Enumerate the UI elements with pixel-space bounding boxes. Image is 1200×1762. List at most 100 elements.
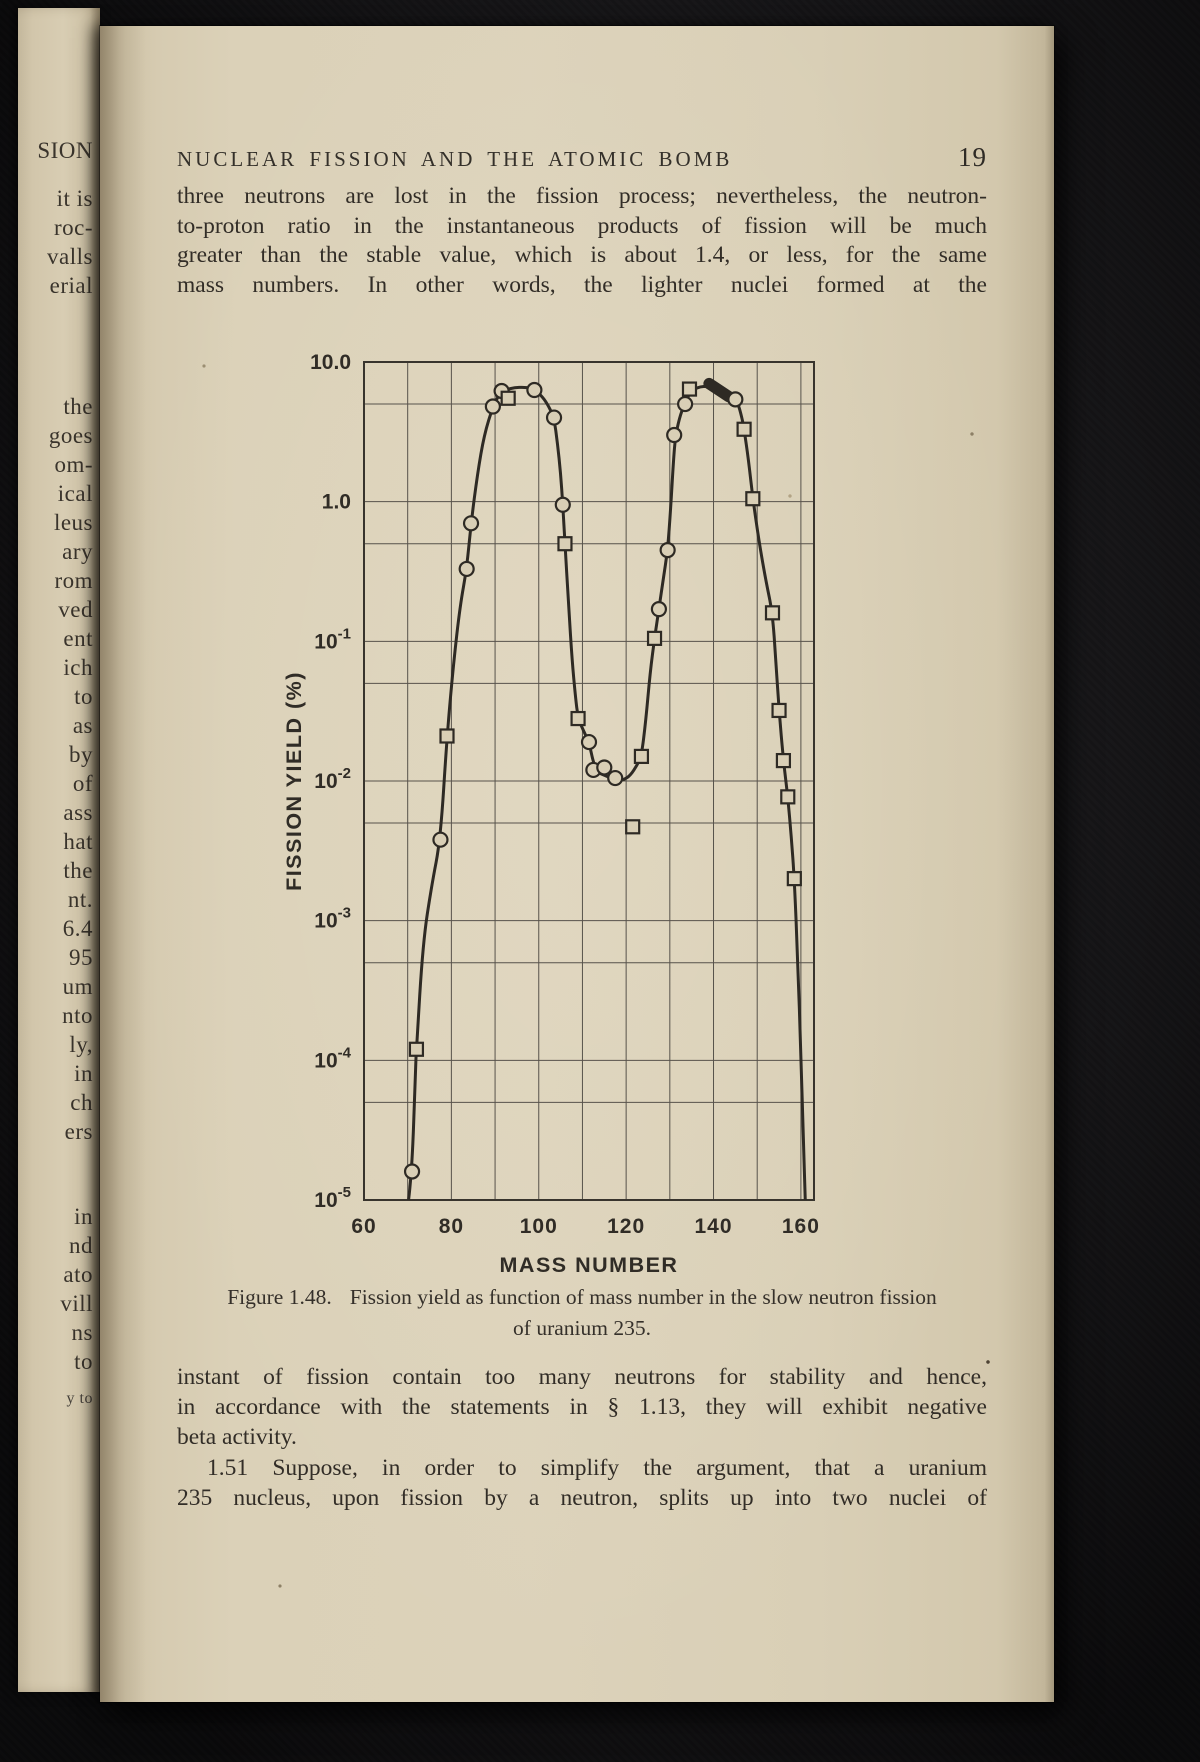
cutoff-text-fragment: hat <box>63 829 93 854</box>
x-tick-label: 120 <box>607 1215 645 1238</box>
axis-labels: 10.0 1.0 10-1 10-2 10-3 10-4 10-560 80 100 120 140… <box>282 351 820 1277</box>
y-tick-label: 10-5 <box>314 1184 351 1212</box>
text-line: greater than the stable value, which is … <box>177 242 987 268</box>
caption-text: Fission yield as function of mass number… <box>349 1285 937 1309</box>
cutoff-text-fragment: ass <box>63 800 93 825</box>
data-point-square <box>736 421 752 437</box>
x-axis-title: MASS NUMBER <box>500 1253 679 1277</box>
figure-label: Figure 1.48. <box>227 1285 332 1309</box>
cutoff-text-fragment: valls <box>47 244 93 269</box>
text-line: mass numbers. In other words, the lighte… <box>177 271 987 298</box>
y-tick-label: 10.0 <box>310 351 351 374</box>
data-point-square <box>764 605 781 621</box>
text-line: to-proton ratio in the instantaneous pro… <box>177 212 987 239</box>
chapter-title: NUCLEAR FISSION AND THE ATOMIC BOMB <box>177 147 733 171</box>
running-head: NUCLEAR FISSION AND THE ATOMIC BOMB 19 <box>177 142 987 173</box>
cutoff-text-fragment: by <box>69 742 93 767</box>
caption-line-1: Figure 1.48. Fission yield as function of… <box>160 1282 1004 1313</box>
cutoff-text-fragment: to <box>74 684 93 709</box>
cutoff-text-fragment: um <box>62 974 93 999</box>
plot-frame <box>363 361 815 1201</box>
figure-caption: Figure 1.48. Fission yield as function of… <box>160 1282 1004 1344</box>
caption-line-2: of uranium 235. <box>513 1316 651 1340</box>
yield-curve <box>407 384 807 1201</box>
fission-yield-chart: 10.0 1.0 10-1 10-2 10-3 10-4 10-5 60 80 100 120 140… <box>240 326 888 1278</box>
cutoff-text-fragment: ved <box>58 597 93 622</box>
cutoff-text-fragment: ary <box>62 539 93 564</box>
book-page: NUCLEAR FISSION AND THE ATOMIC BOMB 19 t… <box>100 26 1054 1702</box>
cutoff-text-fragment: 6.4 <box>62 916 93 941</box>
text-line: 235 nucleus, upon fission by a neutron, … <box>177 1485 987 1511</box>
data-point-circle <box>659 542 676 559</box>
cutoff-text-fragment: vill <box>60 1291 93 1316</box>
cutoff-text-fragment: erial <box>49 273 93 298</box>
cutoff-text-fragment: of <box>72 771 93 796</box>
text-line: 1.51 Suppose, in order to simplify the a… <box>207 1455 987 1481</box>
cutoff-text-fragment: leus <box>53 510 93 535</box>
data-point-square <box>771 702 787 719</box>
text-line: beta activity. <box>177 1424 297 1450</box>
cutoff-text-fragment: ns <box>71 1320 93 1345</box>
data-point-square <box>625 819 641 835</box>
data-point-square <box>681 381 698 397</box>
cutoff-text-fragment: 95 <box>69 945 93 970</box>
cutoff-text-fragment: the <box>63 394 93 419</box>
y-axis-title: FISSION YIELD (%) <box>282 671 306 891</box>
page-number: 19 <box>958 142 987 172</box>
text-line: instant of fission contain too many neut… <box>177 1364 987 1390</box>
data-point-circle <box>462 515 480 532</box>
data-point-square <box>646 630 663 646</box>
data-point-circle <box>432 831 449 848</box>
y-tick-label: 10-2 <box>314 765 351 793</box>
cutoff-text-fragment: nd <box>69 1233 93 1258</box>
cutoff-text-fragment: to <box>74 1349 93 1374</box>
data-point-square <box>408 1041 425 1057</box>
paragraph-middle: instant of fission contain too many neut… <box>177 1362 987 1452</box>
cutoff-text-fragment: in <box>74 1061 93 1086</box>
data-point-square <box>780 789 796 805</box>
data-point-square <box>633 748 650 765</box>
x-tick-label: 60 <box>351 1215 376 1238</box>
data-point-circle <box>403 1163 421 1180</box>
gutter-shadow <box>100 26 146 1702</box>
cutoff-text-fragment: ich <box>63 655 93 680</box>
y-tick-label: 1.0 <box>322 491 351 514</box>
data-point-circle <box>526 381 543 399</box>
x-tick-label: 80 <box>439 1215 464 1238</box>
data-point-square <box>439 728 455 744</box>
x-tick-label: 140 <box>694 1215 732 1238</box>
cutoff-text-fragment: nt. <box>67 887 93 912</box>
data-point-square <box>500 390 516 406</box>
data-point-circle <box>545 409 563 426</box>
text-line: in accordance with the statements in § 1… <box>177 1394 987 1420</box>
cutoff-text-fragment: roc- <box>53 215 93 240</box>
y-tick-label: 10-3 <box>314 905 351 933</box>
cutoff-text-fragment: ato <box>63 1262 93 1287</box>
y-tick-label: 10-1 <box>314 625 351 653</box>
data-point-circle <box>580 733 598 751</box>
gridlines <box>363 361 814 1201</box>
data-point-circle <box>677 395 694 413</box>
data-point-circle <box>666 426 683 444</box>
data-point-square <box>570 710 586 727</box>
data-point-circle <box>484 398 501 415</box>
merged-peak-markers <box>703 377 735 403</box>
data-point-circle <box>650 601 668 618</box>
fission-yield-plot-svg: 10.0 1.0 10-1 10-2 10-3 10-4 10-560 80 100 120 140… <box>282 351 820 1277</box>
cutoff-text-fragment: ent <box>63 626 93 651</box>
cutoff-text-fragment: SION <box>37 138 93 163</box>
paragraph-top: three neutrons are lost in the fission p… <box>177 182 987 300</box>
cutoff-text-fragment: y to <box>66 1390 93 1407</box>
data-point-circle <box>596 759 613 776</box>
data-point-circle <box>554 496 571 513</box>
data-point-square <box>775 752 792 769</box>
cutoff-text-fragment: ers <box>64 1119 93 1144</box>
cutoff-text-fragment: as <box>72 713 93 738</box>
cutoff-text-fragment: ical <box>57 481 93 506</box>
data-point-square <box>557 536 573 552</box>
data-point-square <box>786 871 802 887</box>
data-point-circle <box>607 769 624 787</box>
x-tick-label: 160 <box>782 1215 820 1238</box>
cutoff-text-fragment: in <box>74 1204 93 1229</box>
